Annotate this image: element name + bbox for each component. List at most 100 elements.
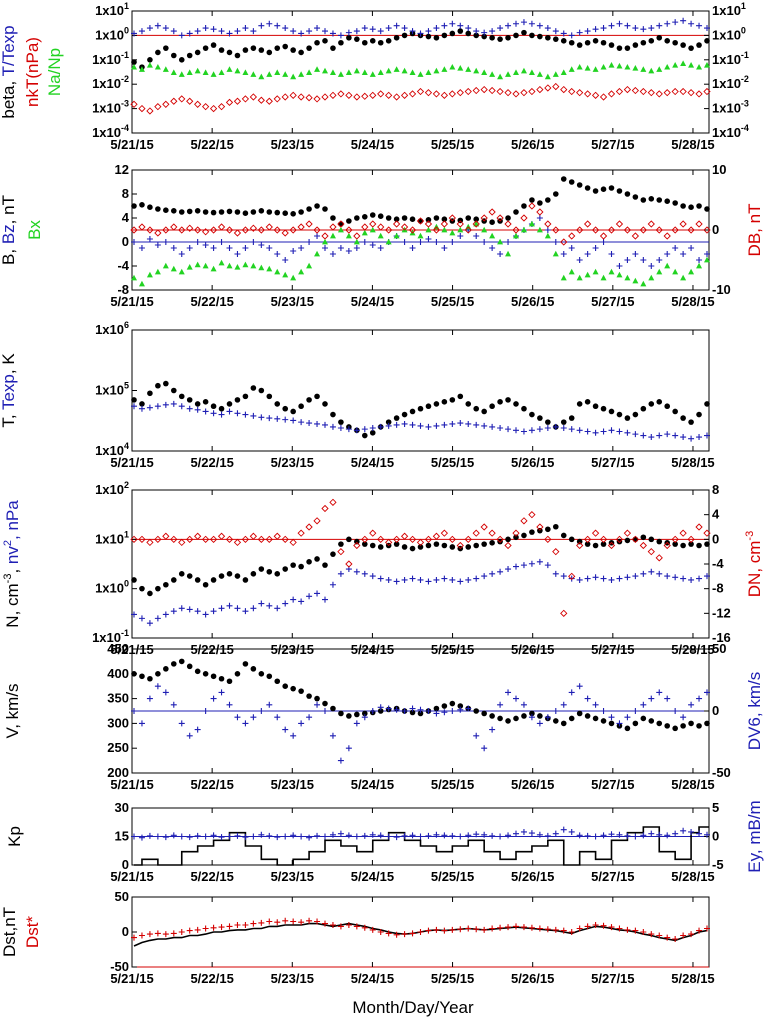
data-point [600, 25, 607, 32]
data-point [679, 529, 687, 537]
data-point [162, 239, 169, 245]
data-point [552, 71, 559, 77]
data-point [560, 238, 568, 246]
data-point [600, 405, 607, 412]
data-point [138, 28, 145, 35]
data-point [497, 36, 503, 42]
data-point [489, 219, 495, 225]
data-point [186, 573, 193, 579]
data-point [489, 423, 496, 430]
data-point [392, 93, 401, 101]
data-point [201, 228, 210, 236]
data-point [226, 49, 233, 56]
data-point [258, 414, 265, 421]
data-point [656, 268, 663, 275]
data-point [266, 832, 273, 839]
data-point [655, 90, 663, 98]
data-point [322, 596, 328, 603]
data-point [258, 73, 265, 80]
data-point [425, 403, 432, 410]
data-point [163, 207, 169, 213]
data-point [696, 542, 702, 549]
data-point [314, 556, 320, 562]
data-point [314, 832, 321, 839]
data-point [639, 87, 647, 96]
series-diamond [130, 498, 711, 617]
y-right-tick-label: 1x10-3 [712, 99, 749, 116]
data-point [401, 544, 408, 550]
data-point [623, 85, 632, 94]
data-point [473, 233, 480, 239]
data-point [138, 280, 145, 287]
y-tick-label: 15 [115, 829, 129, 844]
date-tick-label: 5/26/15 [511, 137, 554, 152]
data-point [704, 689, 710, 696]
data-point [416, 538, 425, 547]
data-point [640, 197, 647, 203]
data-point [696, 22, 703, 29]
date-tick-label: 5/27/15 [591, 971, 634, 986]
data-point [456, 220, 464, 228]
data-point [354, 711, 360, 718]
data-point [353, 833, 360, 840]
data-point [529, 411, 535, 418]
data-point [521, 532, 527, 539]
data-point [473, 28, 480, 35]
data-point [202, 399, 209, 405]
data-point [672, 432, 679, 439]
data-point [648, 830, 655, 837]
data-point [250, 262, 257, 269]
data-point [274, 919, 281, 926]
data-point [672, 725, 678, 732]
data-point [409, 245, 416, 251]
data-point [282, 43, 289, 50]
date-tick-label: 5/25/15 [431, 137, 474, 152]
data-point [481, 33, 487, 40]
y-tick-label: 0 [122, 924, 129, 939]
data-point [536, 426, 543, 433]
data-point [648, 196, 655, 202]
data-point [608, 268, 615, 275]
data-point [583, 535, 592, 543]
data-point [632, 277, 639, 284]
data-point [146, 236, 153, 242]
data-point [552, 423, 559, 430]
data-point [497, 701, 504, 708]
data-point [505, 718, 511, 724]
data-point [568, 575, 575, 582]
data-point [138, 245, 145, 251]
data-point [265, 223, 273, 231]
data-point [592, 188, 599, 194]
y-right-tick-label: -10 [712, 282, 731, 297]
date-tick-label: 5/24/15 [351, 869, 394, 884]
data-point [258, 566, 265, 572]
data-point [552, 926, 559, 933]
data-point [671, 535, 679, 543]
data-point [536, 720, 543, 727]
date-tick-label: 5/27/15 [591, 455, 634, 470]
data-point [560, 573, 567, 580]
data-point [138, 720, 145, 727]
data-point [449, 420, 456, 427]
data-point [544, 714, 551, 721]
data-point [632, 573, 639, 580]
data-point [322, 67, 328, 74]
data-point [513, 232, 519, 239]
data-point [640, 280, 647, 287]
data-point [266, 245, 273, 251]
data-point [424, 535, 433, 543]
data-point [241, 95, 250, 103]
data-point [314, 250, 321, 257]
data-point [282, 71, 289, 77]
data-point [258, 708, 265, 714]
data-point [282, 833, 289, 840]
data-point [696, 262, 703, 269]
data-point [656, 570, 663, 577]
y-right-axis-label: DB, nT [745, 204, 764, 257]
data-point [599, 535, 608, 543]
data-point [178, 95, 186, 103]
data-point [226, 401, 233, 407]
data-point [433, 401, 440, 407]
data-point [138, 223, 146, 231]
data-point [322, 238, 328, 245]
